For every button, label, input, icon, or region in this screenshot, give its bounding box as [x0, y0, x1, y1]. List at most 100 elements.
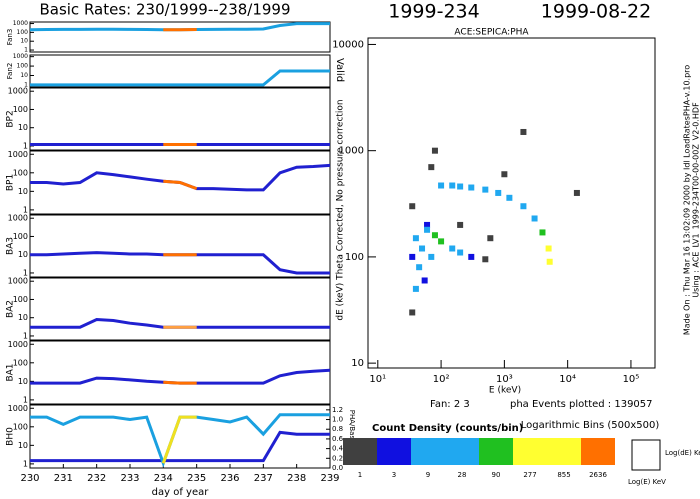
density-point [546, 258, 553, 265]
panel-frame [29, 277, 331, 341]
colorbar-swatch [581, 438, 615, 465]
y-axis-label: BH0 [6, 427, 16, 446]
density-point [424, 221, 431, 228]
x-tick-label: 235 [187, 473, 206, 484]
x-tick-label: 10² [433, 374, 450, 385]
density-point [428, 253, 435, 260]
y-tick-label: 1 [23, 331, 28, 340]
y-axis-label: BA2 [6, 300, 16, 318]
panel-frame [29, 340, 331, 405]
panel-frame [29, 404, 331, 469]
density-point [428, 164, 435, 171]
colorbar-swatch [513, 438, 547, 465]
bins-square [631, 439, 661, 471]
y-tick-label: 100 [17, 29, 29, 36]
y2-tick-label: 1.0 [332, 416, 343, 424]
y-tick-label: 10 [18, 313, 28, 322]
density-point [506, 194, 513, 201]
y-tick-label: 10 [20, 38, 28, 45]
y-tick-label: 1000 [339, 146, 364, 157]
x-tick-label: 231 [54, 473, 73, 484]
series-line [30, 368, 331, 385]
density-point [457, 183, 464, 190]
density-point [531, 215, 538, 222]
y-tick-label: 10 [18, 187, 28, 196]
y2-tick-label: 0.4 [332, 445, 344, 453]
y-tick-label: 100 [13, 232, 28, 241]
density-point [419, 245, 426, 252]
series-line [161, 415, 197, 464]
density-point [421, 277, 428, 284]
x-tick-label: 233 [120, 473, 139, 484]
density-point [438, 182, 445, 189]
y-tick-label: 10000 [332, 39, 364, 50]
x-tick-label: 237 [254, 473, 273, 484]
colorbar-label: 3 [392, 471, 396, 479]
y2-tick-label: 0.0 [332, 464, 343, 472]
y-tick-label: 1 [23, 395, 28, 404]
y-axis-label: BA3 [6, 237, 16, 255]
density-point [449, 245, 456, 252]
colorbar-label: 9 [426, 471, 430, 479]
colorbar-label: 1 [358, 471, 362, 479]
colorbar-title: Count Density (counts/bin) [372, 423, 523, 434]
y-tick-label: 1000 [8, 340, 28, 349]
y-tick-label: 1 [24, 81, 28, 88]
y-tick-label: 1000 [13, 53, 28, 60]
density-point [416, 264, 423, 271]
density-point [457, 249, 464, 256]
colorbar-swatch [445, 438, 479, 465]
colorbar-label: 855 [557, 471, 570, 479]
density-point [431, 232, 438, 239]
colorbar-swatch [411, 438, 445, 465]
series-line [30, 69, 330, 87]
doy: 1999-234 [388, 1, 479, 23]
panel-frame [29, 87, 331, 151]
y2-tick-label: 1.2 [332, 406, 343, 414]
density-point [468, 184, 475, 191]
bins-y: Log(dE) KeV [665, 449, 700, 457]
x-tick-label: 236 [220, 473, 239, 484]
bins-title: Logarithmic Bins (500x500) [521, 420, 660, 431]
density-point [495, 189, 502, 196]
density-point [412, 235, 419, 242]
colorbar-label: 28 [458, 471, 467, 479]
plot-title: ACE:SEPICA:PHA [454, 28, 529, 38]
colorbar-label: 277 [523, 471, 536, 479]
y-axis-label: BP1 [6, 174, 16, 191]
y-axis-label: BP2 [6, 110, 16, 127]
series-line [30, 163, 331, 192]
y-tick-label: 10 [18, 250, 28, 259]
x-tick-label: 238 [287, 473, 306, 484]
x-tick-label: 234 [154, 473, 173, 484]
density-point [520, 203, 527, 210]
density-point [539, 229, 546, 236]
y-tick-label: 1 [24, 47, 28, 54]
y-tick-label: 10 [18, 377, 28, 386]
y-tick-label: 100 [13, 422, 28, 431]
plot-frame [367, 37, 656, 369]
x-tick-label: 10¹ [369, 374, 386, 385]
x-tick-label: 10³ [496, 374, 513, 385]
density-point [409, 203, 416, 210]
y-tick-label: 100 [13, 358, 28, 367]
y-axis-label: Fan3 [6, 29, 14, 46]
density-point [573, 189, 580, 196]
y-tick-label: 1 [23, 459, 28, 468]
density-point [409, 309, 416, 316]
y-tick-label: 10 [18, 123, 28, 132]
y2-axis-label: PHA/Basic ratio [348, 410, 356, 464]
credit: Made On : Thu Mar 16 13:02:09 2000 by Id… [683, 65, 692, 335]
density-point [424, 226, 431, 233]
y-tick-label: 1000 [8, 150, 28, 159]
y-tick-label: 1 [23, 268, 28, 277]
y-tick-label: 100 [17, 63, 29, 70]
valid-label: Valid [334, 58, 345, 82]
density-point [501, 171, 508, 178]
density-point [520, 128, 527, 135]
density-point [545, 245, 552, 252]
colorbar-swatch [547, 438, 581, 465]
y-axis-label: BA1 [6, 363, 16, 381]
x-tick-label: 10⁵ [623, 374, 640, 385]
